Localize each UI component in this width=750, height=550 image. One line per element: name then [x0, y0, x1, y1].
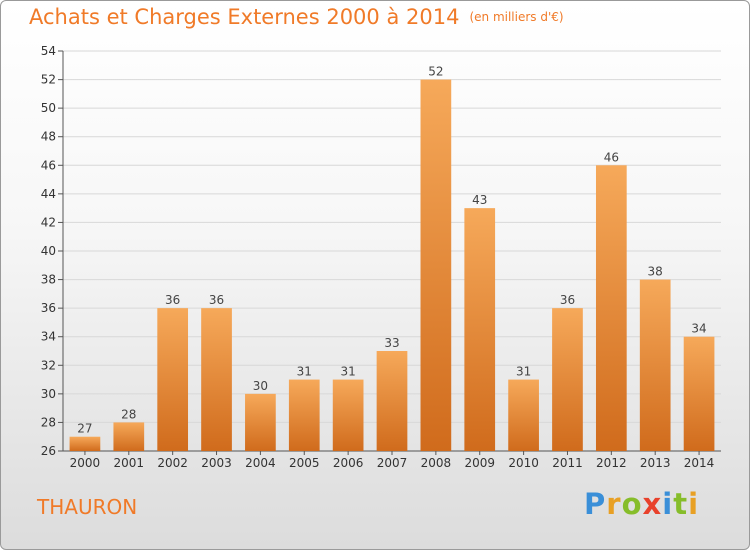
logo-letter: t	[673, 487, 689, 521]
y-tick-label: 34	[41, 330, 56, 344]
x-tick-label: 2002	[157, 456, 188, 470]
x-tick-label: 2000	[70, 456, 101, 470]
logo-letter: o	[621, 487, 643, 521]
y-tick-label: 52	[41, 73, 56, 87]
y-tick-label: 42	[41, 215, 56, 229]
bar	[683, 336, 715, 451]
bar-value-label: 36	[165, 293, 180, 307]
x-tick-label: 2010	[508, 456, 539, 470]
y-tick-label: 30	[41, 387, 56, 401]
x-tick-label: 2009	[464, 456, 495, 470]
y-tick-label: 50	[41, 101, 56, 115]
bar-value-label: 30	[253, 379, 268, 393]
x-tick-label: 2012	[596, 456, 627, 470]
x-tick-label: 2005	[289, 456, 320, 470]
logo-letter: i	[662, 487, 674, 521]
y-tick-label: 28	[41, 415, 56, 429]
bar	[552, 308, 583, 451]
bar	[508, 379, 539, 451]
logo-letter: x	[642, 487, 663, 521]
bar-value-label: 43	[472, 193, 487, 207]
bar-value-label: 31	[340, 365, 355, 379]
bar	[69, 436, 101, 451]
bars	[69, 79, 715, 452]
logo-letter: r	[606, 487, 622, 521]
x-tick-label: 2004	[245, 456, 276, 470]
bar-value-label: 27	[77, 422, 92, 436]
bar-value-label: 31	[297, 365, 312, 379]
bar-value-label: 38	[648, 265, 663, 279]
x-tick-label: 2014	[684, 456, 715, 470]
y-tick-label: 40	[41, 244, 56, 258]
labels: 26 28 30 32 34 36 38 40 42 44 46 48 50 52 54 27 2000 28 20…	[41, 44, 715, 470]
chart-title: Achats et Charges Externes 2000 à 2014	[29, 5, 460, 29]
x-tick-label: 2003	[201, 456, 232, 470]
bar-value-label: 52	[428, 65, 443, 79]
y-tick-label: 38	[41, 273, 56, 287]
bar	[332, 379, 364, 451]
y-tick-label: 36	[41, 301, 56, 315]
bar-value-label: 46	[604, 150, 619, 164]
bar-value-label: 36	[209, 293, 224, 307]
x-tick-label: 2008	[421, 456, 452, 470]
x-tick-label: 2001	[114, 456, 145, 470]
y-tick-label: 46	[41, 158, 56, 172]
bar	[113, 422, 145, 451]
bar-value-label: 31	[516, 365, 531, 379]
bar	[376, 351, 408, 451]
x-tick-label: 2007	[377, 456, 408, 470]
bar-value-label: 34	[691, 322, 706, 336]
bar-value-label: 33	[384, 336, 399, 350]
y-tick-label: 32	[41, 358, 56, 372]
bar	[201, 308, 232, 451]
logo-letter: P	[584, 487, 607, 521]
y-tick-label: 26	[41, 444, 56, 458]
commune-name: THAURON	[37, 495, 138, 519]
proxiti-logo: Proxiti	[584, 487, 699, 521]
title-line: Achats et Charges Externes 2000 à 2014 (e…	[29, 5, 564, 29]
y-tick-label: 48	[41, 130, 56, 144]
bar-value-label: 36	[560, 293, 575, 307]
bar	[157, 308, 189, 451]
logo-letter: i	[688, 487, 700, 521]
x-tick-label: 2013	[640, 456, 671, 470]
bar	[464, 208, 496, 451]
x-tick-label: 2006	[333, 456, 364, 470]
y-tick-label: 44	[41, 187, 56, 201]
bar	[595, 165, 627, 452]
bar	[288, 379, 320, 451]
y-tick-label: 54	[41, 44, 56, 58]
bar	[245, 393, 276, 451]
x-tick-label: 2011	[552, 456, 583, 470]
bar-value-label: 28	[121, 407, 136, 421]
bar	[639, 279, 671, 451]
bar	[420, 79, 452, 452]
chart-subtitle: (en milliers d'€)	[469, 10, 564, 24]
